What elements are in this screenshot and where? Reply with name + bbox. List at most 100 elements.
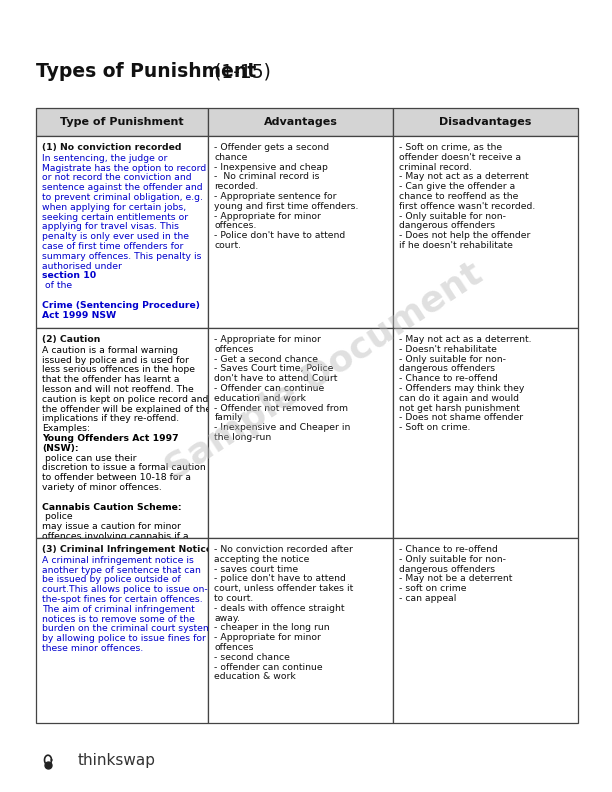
Text: implications if they re-offend.: implications if they re-offend.	[42, 414, 179, 424]
Text: be issued by police outside of: be issued by police outside of	[42, 575, 181, 584]
Text: criminal record.: criminal record.	[399, 162, 472, 172]
Text: family: family	[214, 413, 243, 422]
Text: - Can give the offender a: - Can give the offender a	[399, 182, 515, 191]
Text: Crime (Sentencing Procedure): Crime (Sentencing Procedure)	[42, 301, 200, 310]
Text: A caution is a formal warning: A caution is a formal warning	[42, 346, 178, 355]
Bar	[393, 108, 578, 136]
Text: seeking certain entitlements or: seeking certain entitlements or	[42, 212, 188, 222]
Text: not get harsh punishment: not get harsh punishment	[399, 404, 520, 413]
Text: young and first time offenders.: young and first time offenders.	[214, 202, 359, 211]
Text: Type of Punishment: Type of Punishment	[61, 117, 184, 127]
Text: - cheaper in the long run: - cheaper in the long run	[214, 623, 330, 632]
Text: - Police don't have to attend: - Police don't have to attend	[214, 231, 346, 240]
Text: away.: away.	[214, 614, 241, 623]
Bar	[393, 328, 578, 538]
Text: - Does not help the offender: - Does not help the offender	[399, 231, 531, 240]
Text: - Appropriate for minor: - Appropriate for minor	[214, 211, 321, 221]
Text: dangerous offenders: dangerous offenders	[399, 565, 495, 573]
Text: offences: offences	[214, 345, 254, 354]
Text: lesson and will not reoffend. The: lesson and will not reoffend. The	[42, 385, 194, 394]
Text: - Chance to re-offend: - Chance to re-offend	[399, 545, 498, 554]
Text: burden on the criminal court system: burden on the criminal court system	[42, 624, 212, 634]
Text: recorded.: recorded.	[214, 182, 259, 191]
Text: - Only suitable for non-: - Only suitable for non-	[399, 355, 506, 364]
Text: court, unless offender takes it: court, unless offender takes it	[214, 584, 354, 593]
Text: accepting the notice: accepting the notice	[214, 555, 310, 564]
Text: case of first time offenders for: case of first time offenders for	[42, 242, 184, 251]
Text: (2) Caution: (2) Caution	[42, 335, 100, 344]
Bar	[36, 538, 208, 723]
Text: caution is kept on police record and: caution is kept on police record and	[42, 394, 208, 404]
Text: - No conviction recorded after: - No conviction recorded after	[214, 545, 353, 554]
Text: applying for travel visas. This: applying for travel visas. This	[42, 223, 179, 231]
Text: may issue a caution for minor: may issue a caution for minor	[42, 522, 181, 531]
Bar	[208, 328, 393, 538]
Text: sentence against the offender and: sentence against the offender and	[42, 183, 203, 192]
Text: - Inexpensive and Cheaper in: - Inexpensive and Cheaper in	[214, 423, 351, 432]
Text: education and work: education and work	[214, 394, 306, 403]
Text: - soft on crime: - soft on crime	[399, 584, 467, 593]
Text: these minor offences.: these minor offences.	[42, 644, 143, 653]
Text: - Offender not removed from: - Offender not removed from	[214, 404, 348, 413]
Bar	[208, 136, 393, 328]
Text: person has no prior conviction.: person has no prior conviction.	[42, 542, 186, 550]
Bar	[36, 108, 208, 136]
Text: don't have to attend Court: don't have to attend Court	[214, 374, 338, 383]
Text: (3) Criminal Infringement Notice: (3) Criminal Infringement Notice	[42, 545, 212, 554]
Bar	[208, 108, 393, 136]
Text: or not record the conviction and: or not record the conviction and	[42, 173, 192, 182]
Text: variety of minor offences.: variety of minor offences.	[42, 483, 162, 492]
Text: offences.: offences.	[214, 222, 256, 230]
Text: the-spot fines for certain offences.: the-spot fines for certain offences.	[42, 595, 203, 604]
Text: - second chance: - second chance	[214, 653, 290, 662]
Text: chance to reoffend as the: chance to reoffend as the	[399, 192, 518, 201]
Text: court.This allows police to issue on-: court.This allows police to issue on-	[42, 585, 207, 594]
Text: Advantages: Advantages	[264, 117, 338, 127]
Text: - Soft on crime, as the: - Soft on crime, as the	[399, 143, 502, 152]
Text: chance: chance	[214, 153, 248, 162]
Text: - Offender gets a second: - Offender gets a second	[214, 143, 329, 152]
Text: (1-15): (1-15)	[208, 62, 271, 81]
Text: of the: of the	[42, 281, 72, 290]
Text: Young Offenders Act 1997: Young Offenders Act 1997	[42, 434, 179, 443]
Text: The aim of criminal infringement: The aim of criminal infringement	[42, 605, 195, 614]
Text: that the offender has learnt a: that the offender has learnt a	[42, 375, 179, 384]
Text: - Saves Court time, Police: - Saves Court time, Police	[214, 364, 334, 373]
Text: - Does not shame offender: - Does not shame offender	[399, 413, 523, 422]
Text: - offender can continue: - offender can continue	[214, 663, 323, 672]
Bar	[393, 136, 578, 328]
Text: education & work: education & work	[214, 672, 296, 681]
Text: - May not be a deterrent: - May not be a deterrent	[399, 574, 513, 584]
Bar	[393, 538, 578, 723]
Bar	[36, 136, 208, 328]
Text: Cannabis Caution Scheme:: Cannabis Caution Scheme:	[42, 503, 182, 512]
Text: - Offender can continue: - Offender can continue	[214, 384, 324, 393]
Text: - can appeal: - can appeal	[399, 594, 457, 603]
Text: thinkswap: thinkswap	[78, 752, 156, 767]
Text: (1) No conviction recorded: (1) No conviction recorded	[42, 143, 182, 152]
Text: offender doesn't receive a: offender doesn't receive a	[399, 153, 521, 162]
Text: by allowing police to issue fines for: by allowing police to issue fines for	[42, 634, 206, 643]
Text: police: police	[42, 512, 73, 521]
Text: - Appropriate sentence for: - Appropriate sentence for	[214, 192, 337, 201]
Text: In sentencing, the judge or: In sentencing, the judge or	[42, 154, 167, 163]
Text: police can use their: police can use their	[42, 454, 136, 463]
Text: - Offenders may think they: - Offenders may think they	[399, 384, 524, 393]
Text: Magistrate has the option to record: Magistrate has the option to record	[42, 164, 206, 173]
Text: - Only suitable for non-: - Only suitable for non-	[399, 211, 506, 221]
Bar	[36, 328, 208, 538]
Text: authorised under: authorised under	[42, 261, 125, 271]
Text: to offender between 10-18 for a: to offender between 10-18 for a	[42, 473, 191, 482]
Text: if he doesn't rehabilitate: if he doesn't rehabilitate	[399, 241, 513, 250]
Text: -  No criminal record is: - No criminal record is	[214, 173, 320, 181]
Bar	[208, 538, 393, 723]
Text: to court.: to court.	[214, 594, 253, 603]
Text: the long-run: the long-run	[214, 433, 272, 442]
Text: (NSW):: (NSW):	[42, 444, 78, 453]
Text: another type of sentence that can: another type of sentence that can	[42, 565, 201, 574]
Text: Sample Document: Sample Document	[160, 257, 489, 487]
Text: discretion to issue a formal caution: discretion to issue a formal caution	[42, 463, 206, 472]
Text: - saves court time: - saves court time	[214, 565, 299, 573]
Text: notices is to remove some of the: notices is to remove some of the	[42, 615, 195, 623]
Text: offences involving cannabis if a: offences involving cannabis if a	[42, 532, 188, 541]
